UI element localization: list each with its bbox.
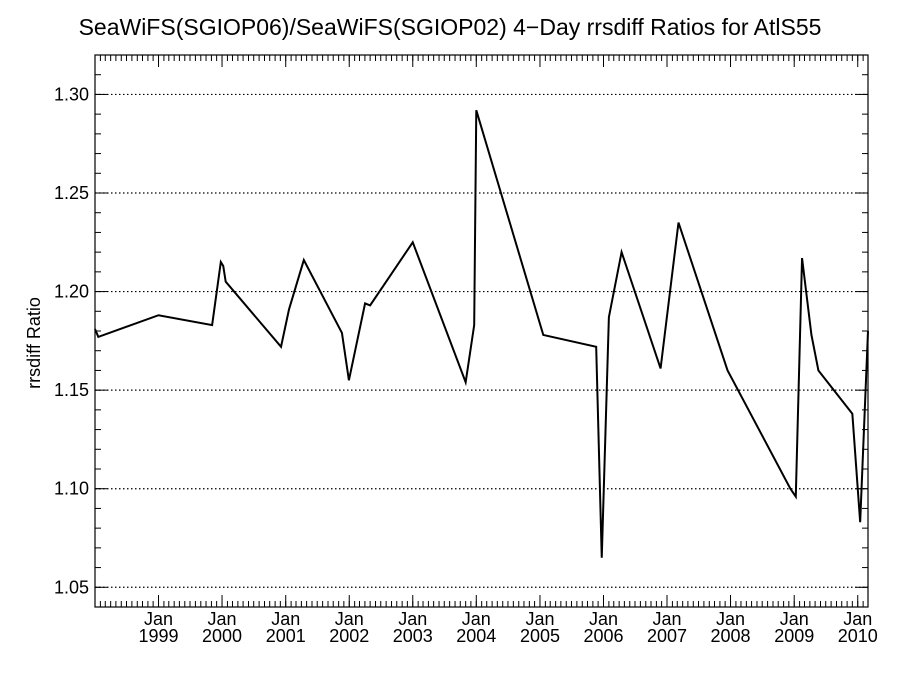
x-tick-year-label: 2002 (329, 626, 369, 646)
x-tick-month-label: Jan (780, 609, 809, 629)
x-tick-year-label: 2009 (774, 626, 814, 646)
x-tick-year-label: 2005 (520, 626, 560, 646)
tick-labels: 1.051.101.151.201.251.30Jan1999Jan2000Ja… (54, 84, 878, 646)
x-tick-year-label: 2000 (202, 626, 242, 646)
x-tick-year-label: 2006 (583, 626, 623, 646)
x-tick-month-label: Jan (271, 609, 300, 629)
x-tick-year-label: 2008 (711, 626, 751, 646)
x-tick-year-label: 2010 (838, 626, 878, 646)
x-tick-year-label: 2007 (647, 626, 687, 646)
axes (94, 54, 869, 608)
x-tick-year-label: 2001 (266, 626, 306, 646)
x-tick-month-label: Jan (525, 609, 554, 629)
grid-lines (95, 93, 868, 588)
y-tick-label: 1.05 (54, 577, 89, 597)
x-tick-month-label: Jan (843, 609, 872, 629)
x-tick-year-label: 2003 (393, 626, 433, 646)
x-tick-month-label: Jan (716, 609, 745, 629)
x-tick-month-label: Jan (462, 609, 491, 629)
chart-title: SeaWiFS(SGIOP06)/SeaWiFS(SGIOP02) 4−Day … (78, 14, 822, 40)
x-tick-month-label: Jan (208, 609, 237, 629)
x-tick-month-label: Jan (335, 609, 364, 629)
y-tick-label: 1.30 (54, 84, 89, 104)
x-tick-month-label: Jan (589, 609, 618, 629)
x-tick-year-label: 2004 (456, 626, 496, 646)
x-tick-month-label: Jan (144, 609, 173, 629)
series-layer (94, 109, 869, 558)
plot-frame (94, 54, 869, 608)
y-tick-label: 1.15 (54, 380, 89, 400)
y-tick-label: 1.10 (54, 479, 89, 499)
x-tick-year-label: 1999 (138, 626, 178, 646)
y-tick-label: 1.25 (54, 183, 89, 203)
x-tick-month-label: Jan (398, 609, 427, 629)
series-line (94, 109, 869, 558)
y-axis-label: rrsdiff Ratio (24, 297, 44, 389)
x-tick-month-label: Jan (652, 609, 681, 629)
y-tick-label: 1.20 (54, 282, 89, 302)
